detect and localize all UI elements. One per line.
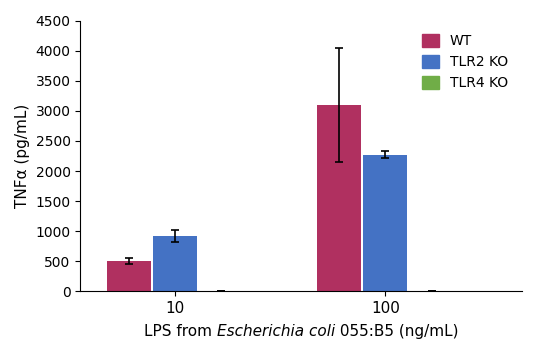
Legend: WT, TLR2 KO, TLR4 KO: WT, TLR2 KO, TLR4 KO [415, 27, 515, 97]
Bar [364, 155, 407, 292]
Text: LPS from: LPS from [144, 324, 217, 339]
Y-axis label: TNFα (pg/mL): TNFα (pg/mL) [15, 104, 30, 208]
Text: 055:B5 (ng/mL): 055:B5 (ng/mL) [335, 324, 459, 339]
Bar [317, 105, 361, 292]
Bar [107, 261, 151, 292]
Text: Escherichia coli: Escherichia coli [217, 324, 335, 339]
Bar [153, 236, 197, 292]
